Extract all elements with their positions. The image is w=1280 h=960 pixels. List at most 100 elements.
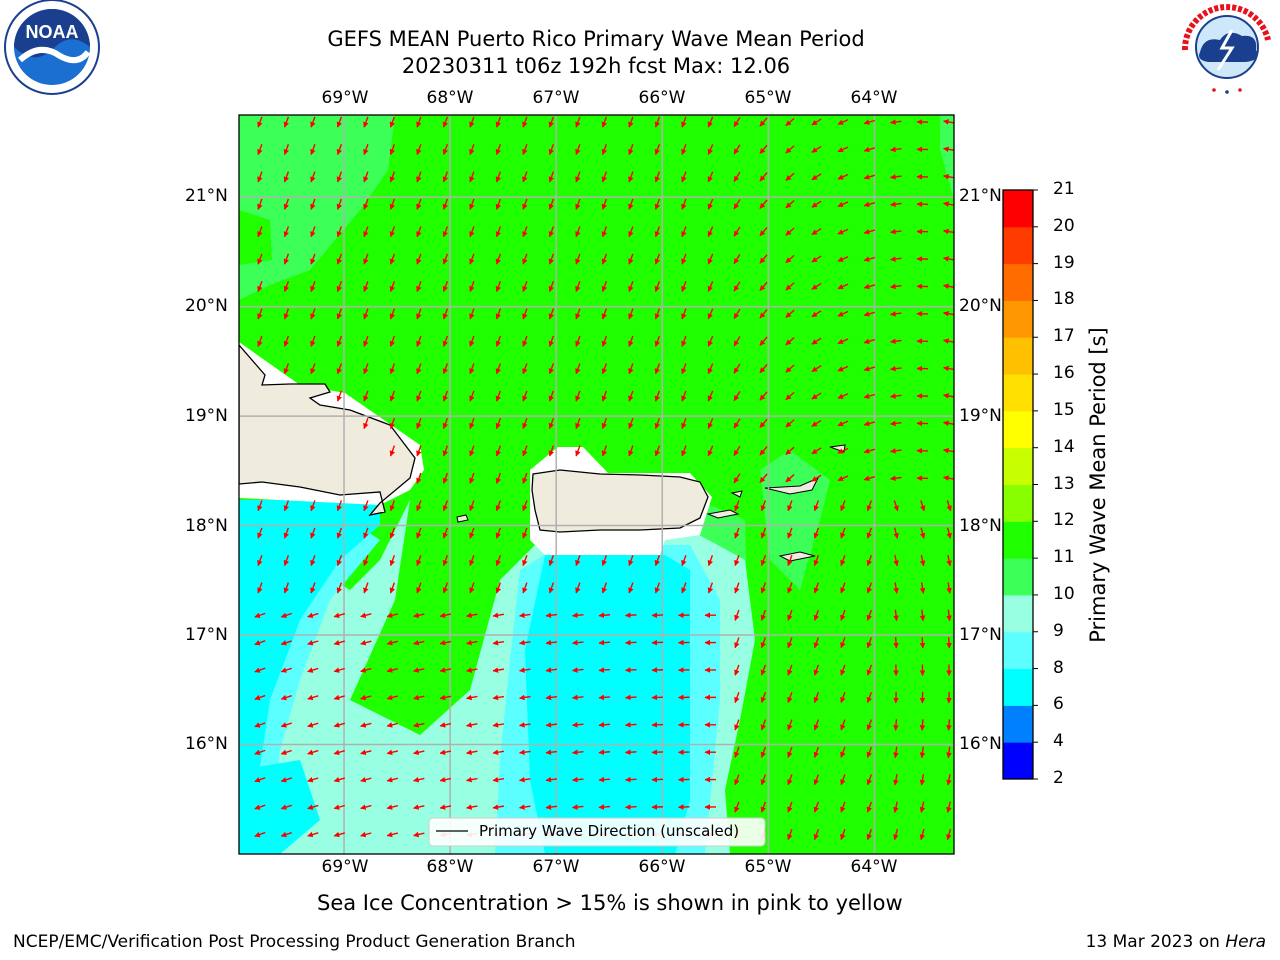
wave-direction-arrow <box>336 253 343 265</box>
colorbar-segment <box>1003 631 1033 670</box>
wave-direction-arrow <box>760 664 767 676</box>
wave-direction-arrow <box>624 776 637 783</box>
wave-direction-arrow <box>416 472 422 484</box>
wave-direction-arrow <box>654 417 661 430</box>
wave-direction-arrow <box>519 776 531 783</box>
wave-direction-arrow <box>681 445 687 457</box>
wave-direction-arrow <box>601 253 608 265</box>
wave-direction-arrow <box>733 281 741 292</box>
wave-direction-arrow <box>760 554 767 567</box>
wave-direction-arrow <box>442 500 449 512</box>
legend-label: Primary Wave Direction (unscaled) <box>479 822 740 840</box>
wave-direction-arrow <box>889 174 902 180</box>
wave-direction-arrow <box>733 445 741 456</box>
wave-direction-arrow <box>837 475 849 482</box>
wave-direction-arrow <box>336 308 343 320</box>
wave-direction-arrow <box>257 280 263 293</box>
wave-direction-arrow <box>386 694 399 701</box>
wave-direction-arrow <box>492 776 505 783</box>
wave-direction-arrow <box>943 228 954 235</box>
wave-direction-arrow <box>946 554 952 567</box>
wave-direction-arrow <box>389 253 396 265</box>
wave-direction-arrow <box>439 694 452 701</box>
wave-direction-arrow <box>946 746 952 759</box>
wave-direction-arrow <box>280 612 292 619</box>
wave-direction-arrow <box>628 363 634 375</box>
wave-direction-arrow <box>469 335 475 347</box>
wave-direction-arrow <box>310 253 316 265</box>
wave-direction-arrow <box>442 116 449 128</box>
wave-direction-arrow <box>759 391 768 401</box>
wave-direction-arrow <box>416 582 422 594</box>
wave-direction-arrow <box>601 554 608 567</box>
wave-direction-arrow <box>707 253 714 265</box>
wave-direction-arrow <box>943 283 954 290</box>
wave-direction-arrow <box>759 473 768 483</box>
wave-direction-arrow <box>681 253 687 265</box>
wave-direction-arrow <box>575 308 581 320</box>
wave-direction-arrow <box>866 554 873 567</box>
colorbar-tick-label: 10 <box>1053 583 1075 604</box>
lon-label-bottom: 66°W <box>638 857 686 877</box>
wave-direction-arrow <box>598 776 611 783</box>
wave-direction-arrow <box>442 390 449 402</box>
wave-direction-arrow <box>439 667 452 673</box>
wave-direction-arrow <box>571 776 584 783</box>
wave-direction-arrow <box>389 445 396 457</box>
wave-direction-arrow <box>363 554 369 567</box>
wave-direction-arrow <box>760 637 767 649</box>
wave-direction-arrow <box>363 143 369 156</box>
wave-direction-arrow <box>363 116 369 128</box>
wave-direction-arrow <box>707 281 714 292</box>
wave-direction-arrow <box>442 280 449 293</box>
wave-direction-arrow <box>442 226 449 238</box>
wave-direction-arrow <box>866 500 873 512</box>
wave-direction-arrow <box>495 116 502 128</box>
wave-direction-arrow <box>283 226 290 238</box>
wave-direction-arrow <box>519 612 531 619</box>
lat-label-right: 18°N <box>959 516 1002 536</box>
wave-direction-arrow <box>363 335 369 347</box>
wave-direction-arrow <box>946 801 952 813</box>
wave-direction-arrow <box>628 582 634 594</box>
wave-direction-arrow <box>360 640 372 646</box>
wave-direction-arrow <box>416 554 422 567</box>
wave-direction-arrow <box>389 280 396 293</box>
lat-label-left: 16°N <box>185 734 228 754</box>
wave-direction-arrow <box>439 612 452 619</box>
colorbar-label: Primary Wave Mean Period [s] <box>1086 327 1110 643</box>
wave-direction-arrow <box>257 335 263 347</box>
wave-direction-arrow <box>254 612 266 618</box>
wave-direction-arrow <box>893 828 899 841</box>
wave-direction-arrow <box>519 694 531 701</box>
map-frame <box>238 114 955 855</box>
wave-direction-arrow <box>416 253 422 265</box>
wave-direction-arrow <box>307 667 319 673</box>
wave-direction-arrow <box>386 722 399 728</box>
wave-direction-arrow <box>628 226 634 238</box>
wave-direction-arrow <box>863 201 875 208</box>
wave-direction-arrow <box>442 171 449 183</box>
wave-direction-arrow <box>733 226 741 237</box>
wave-direction-arrow <box>837 393 849 399</box>
wave-direction-arrow <box>601 198 608 210</box>
wave-direction-arrow <box>840 691 846 704</box>
wave-direction-arrow <box>413 667 425 673</box>
wave-direction-arrow <box>413 804 425 810</box>
wave-direction-arrow <box>386 612 399 619</box>
wave-direction-arrow <box>681 417 687 430</box>
wave-direction-arrow <box>601 280 608 293</box>
wave-direction-arrow <box>811 118 822 126</box>
wave-direction-arrow <box>416 417 422 430</box>
wave-direction-arrow <box>360 831 372 838</box>
wave-direction-arrow <box>469 226 475 238</box>
wave-direction-arrow <box>759 418 768 429</box>
wave-direction-arrow <box>492 804 505 810</box>
noaa-logo-text: NOAA <box>26 22 79 42</box>
wave-direction-arrow <box>389 171 396 183</box>
period-10-11-north <box>239 115 395 300</box>
wave-direction-arrow <box>785 145 795 154</box>
wave-direction-arrow <box>837 447 849 454</box>
wave-direction-arrow <box>813 719 820 731</box>
wave-direction-arrow <box>310 582 316 594</box>
